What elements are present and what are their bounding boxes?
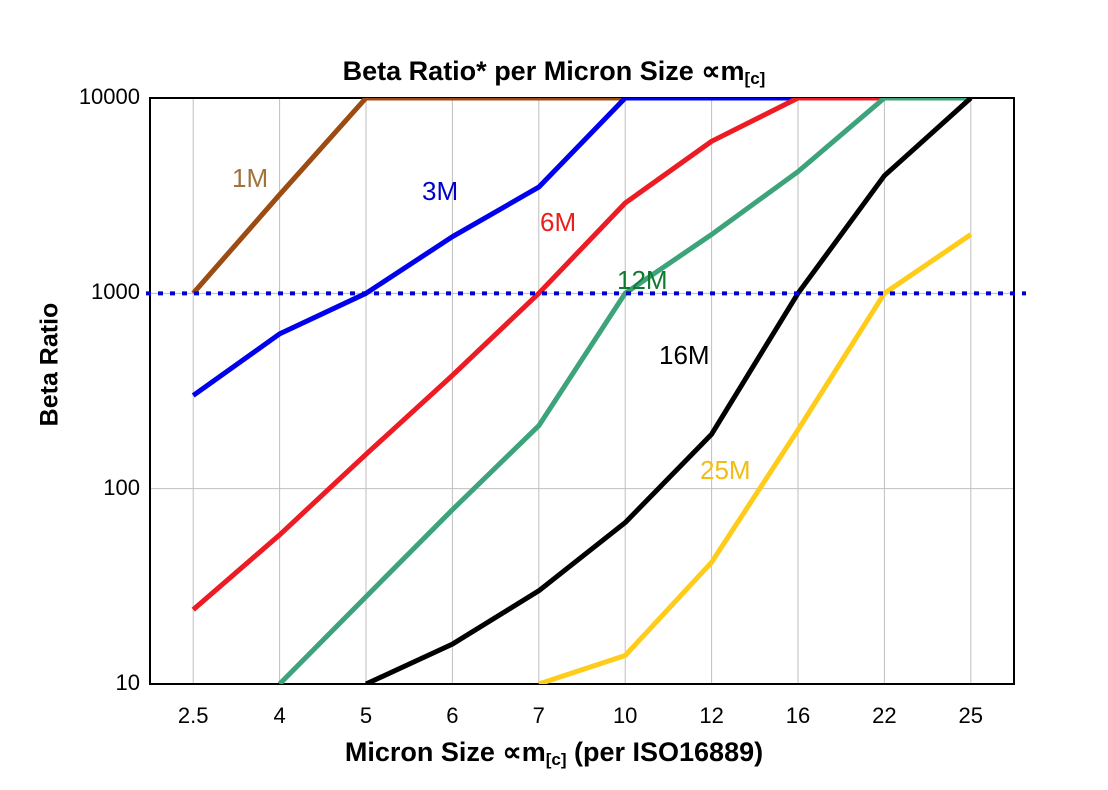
series-12M <box>277 98 971 684</box>
series-line-1M <box>191 98 971 295</box>
series-1M <box>191 98 971 295</box>
x-axis-label-subscript: [c] <box>545 750 567 769</box>
series-line-16M <box>364 98 973 684</box>
x-axis-tick-16: 16 <box>785 703 811 728</box>
x-axis-label: Micron Size ∝m[c] (per ISO16889) <box>0 737 1108 770</box>
series-label-3M: 3M <box>422 176 459 206</box>
y-axis-tick-1000: 1000 <box>91 279 140 305</box>
series-label-12M: 12M <box>617 265 668 295</box>
x-axis-tick-7: 7 <box>532 703 545 728</box>
x-axis-tick-6: 6 <box>446 703 459 728</box>
series-25M <box>538 232 973 684</box>
x-axis-tick-12: 12 <box>699 703 724 728</box>
x-axis-tick-4: 4 <box>273 703 286 728</box>
x-axis-tick-25: 25 <box>958 703 984 728</box>
chart-title-subscript: [c] <box>744 69 766 88</box>
x-axis-tick-22: 22 <box>872 703 897 728</box>
series-line-6M <box>191 98 971 612</box>
series-label-1M: 1M <box>232 163 269 193</box>
series-16M <box>364 98 973 684</box>
x-axis-label-tail: (per ISO16889) <box>566 737 764 767</box>
series-line-3M <box>191 98 971 398</box>
y-axis-ticks: 10 100 1000 10000 <box>36 0 140 790</box>
series-line-25M <box>538 232 973 684</box>
x-axis-tick-5: 5 <box>359 703 373 728</box>
x-axis-label-main: Micron Size ∝m <box>344 737 546 767</box>
x-axis-tick-10: 10 <box>612 703 638 728</box>
series-label-6M: 6M <box>540 207 577 237</box>
series-3M <box>191 98 971 398</box>
series-6M <box>191 98 971 612</box>
series-label-16M: 16M <box>659 340 710 370</box>
y-axis-tick-10: 10 <box>115 670 140 695</box>
y-axis-tick-10000: 10000 <box>78 84 140 109</box>
y-axis-tick-100: 100 <box>103 474 140 500</box>
series-label-25M: 25M <box>700 455 751 485</box>
chart-title: Beta Ratio* per Micron Size ∝m[c] <box>0 56 1108 89</box>
series-line-12M <box>277 98 971 684</box>
chart-title-main: Beta Ratio* per Micron Size ∝m <box>342 56 745 86</box>
x-axis-tick-2.5: 2.5 <box>177 703 209 728</box>
